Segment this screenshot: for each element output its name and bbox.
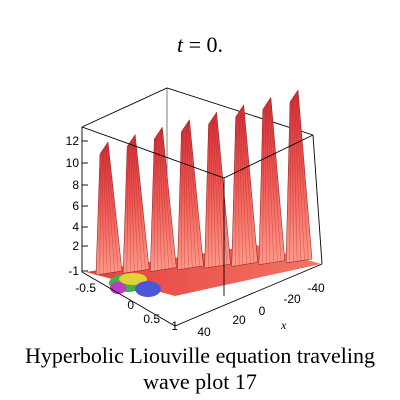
wave-sheet — [204, 111, 231, 269]
y-axis: -0.5 0 0.5 1 — [75, 281, 178, 333]
plot-title: t = 0. — [0, 32, 400, 58]
box-front-edges — [81, 126, 323, 327]
y-tick-label: 0.5 — [143, 312, 160, 326]
caption-line-1: Hyperbolic Liouville equation traveling — [24, 343, 376, 368]
z-tick-label: 8 — [72, 178, 79, 192]
z-tick-label: -1 — [68, 264, 79, 278]
y-tick-label: 1 — [171, 319, 178, 333]
x-tick-label: -40 — [307, 281, 325, 295]
x-tick-label: 40 — [197, 325, 211, 339]
wave-sheet — [285, 89, 313, 264]
wave-sheets — [95, 89, 313, 276]
wave-sheet — [150, 126, 177, 272]
wave-sheet — [231, 104, 258, 267]
x-axis: 40 20 0 -20 -40 — [197, 281, 325, 339]
x-tick-label: 20 — [232, 313, 246, 327]
title-value: = 0. — [183, 32, 224, 57]
z-tick-label: 12 — [66, 134, 80, 148]
wave-sheet — [122, 133, 150, 274]
z-axis: 12 10 8 6 4 2 -1 — [66, 134, 88, 278]
title-variable: t — [176, 32, 184, 57]
z-tick-label: 4 — [72, 220, 79, 234]
y-tick-label: 0 — [127, 298, 134, 312]
surface-plot-3d: 12 10 8 6 4 2 -1 -0.5 0 0.5 1 40 20 0 -20 -40 x — [66, 87, 325, 339]
z-tick-label: 2 — [72, 239, 79, 253]
z-tick-label: 10 — [66, 156, 80, 170]
wave-sheet — [177, 118, 204, 271]
caption-line-2: wave plot 17 — [143, 369, 257, 394]
wave-sheet — [95, 141, 123, 276]
x-tick-label: 0 — [259, 304, 266, 318]
y-tick-label: -0.5 — [75, 281, 96, 295]
z-tick-label: 6 — [72, 199, 79, 213]
x-tick-label: -20 — [283, 292, 301, 306]
x-axis-label: x — [280, 318, 287, 332]
wave-sheet — [258, 96, 286, 266]
